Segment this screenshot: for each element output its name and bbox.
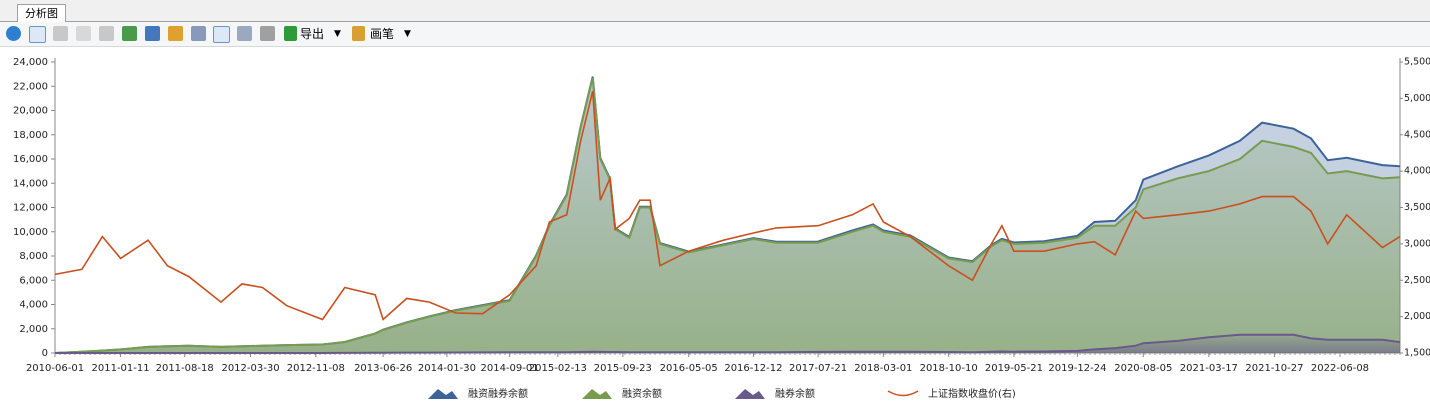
legend-icon xyxy=(887,390,919,397)
legend-label: 融资余额 xyxy=(622,387,662,400)
legend-label: 上证指数收盘价(右) xyxy=(928,387,1016,400)
y-tick-label: 20,000 xyxy=(13,106,48,117)
y-tick-label: 0 xyxy=(42,348,48,359)
tag-button[interactable] xyxy=(168,26,183,41)
y2-tick-label: 3,500 xyxy=(1404,202,1430,213)
y2-tick-label: 4,500 xyxy=(1404,129,1430,140)
export-icon[interactable] xyxy=(284,26,297,41)
x-tick-label: 2014-09-01 xyxy=(481,363,539,374)
table-button[interactable] xyxy=(260,26,275,41)
dropdown-arrow[interactable]: ▼ xyxy=(334,29,341,39)
x-tick-label: 2011-01-11 xyxy=(92,363,150,374)
line xyxy=(54,90,1401,321)
x-tick-label: 2012-11-08 xyxy=(287,363,345,374)
scatter-button[interactable] xyxy=(76,26,91,41)
y-tick-label: 2,000 xyxy=(19,324,48,335)
export-button[interactable]: 导出 xyxy=(300,27,325,41)
legend-icon xyxy=(582,389,612,399)
x-tick-label: 2019-12-24 xyxy=(1048,363,1106,374)
area-line xyxy=(55,333,1401,354)
y2-tick-label: 5,500 xyxy=(1404,57,1430,68)
y-tick-label: 24,000 xyxy=(13,57,48,68)
tab-bar: 分析图 xyxy=(0,0,1430,22)
area-button[interactable] xyxy=(99,26,114,41)
x-tick-label: 2016-12-12 xyxy=(724,363,782,374)
move-button[interactable] xyxy=(145,26,160,41)
y-tick-label: 22,000 xyxy=(13,81,48,92)
x-tick-label: 2012-03-30 xyxy=(221,363,279,374)
legend-icon xyxy=(735,389,765,399)
x-tick-label: 2020-08-05 xyxy=(1114,363,1172,374)
y-tick-label: 4,000 xyxy=(19,300,48,311)
y2-tick-label: 1,500 xyxy=(1404,348,1430,359)
pen-button[interactable]: 画笔 xyxy=(370,27,395,41)
y2-tick-label: 3,000 xyxy=(1404,238,1430,249)
y-tick-label: 8,000 xyxy=(19,251,48,262)
y-tick-label: 16,000 xyxy=(13,154,48,165)
y-tick-label: 6,000 xyxy=(19,275,48,286)
area xyxy=(55,334,1400,353)
legend-button[interactable] xyxy=(213,26,230,43)
dropdown-arrow[interactable]: ▼ xyxy=(404,29,411,39)
column-button[interactable] xyxy=(122,26,137,41)
x-tick-label: 2016-05-05 xyxy=(660,363,718,374)
list-button[interactable] xyxy=(237,26,252,41)
x-tick-label: 2015-09-23 xyxy=(594,363,652,374)
x-tick-label: 2019-05-21 xyxy=(985,363,1043,374)
x-tick-label: 2022-06-08 xyxy=(1311,363,1369,374)
tab[interactable]: 分析图 xyxy=(17,4,66,22)
x-tick-label: 2018-03-01 xyxy=(854,363,912,374)
legend-label: 融资融券余额 xyxy=(468,387,528,400)
y-tick-label: 10,000 xyxy=(13,227,48,238)
legend-icon xyxy=(428,389,458,399)
refresh-button[interactable] xyxy=(6,26,21,41)
y-tick-label: 18,000 xyxy=(13,130,48,141)
x-tick-label: 2017-07-21 xyxy=(789,363,847,374)
y-tick-label: 12,000 xyxy=(13,203,48,214)
y2-tick-label: 4,000 xyxy=(1404,166,1430,177)
toolbar: 导出 ▼ 画笔 ▼ xyxy=(0,22,1430,47)
legend-label: 融券余额 xyxy=(775,387,815,400)
line-button[interactable] xyxy=(29,26,46,43)
area-line xyxy=(54,77,1401,354)
area xyxy=(55,77,1400,354)
y2-tick-label: 2,500 xyxy=(1404,275,1430,286)
x-tick-label: 2021-10-27 xyxy=(1245,363,1303,374)
x-tick-label: 2015-02-13 xyxy=(529,363,587,374)
y-tick-label: 14,000 xyxy=(13,178,48,189)
grid-button[interactable] xyxy=(191,26,206,41)
x-tick-label: 2021-03-17 xyxy=(1180,363,1238,374)
y2-tick-label: 5,000 xyxy=(1404,93,1430,104)
x-tick-label: 2011-08-18 xyxy=(156,363,214,374)
x-tick-label: 2014-01-30 xyxy=(418,363,476,374)
x-tick-label: 2018-10-10 xyxy=(920,363,978,374)
x-tick-label: 2010-06-01 xyxy=(26,363,84,374)
y2-tick-label: 2,000 xyxy=(1404,311,1430,322)
bar-button[interactable] xyxy=(53,26,68,41)
x-tick-label: 2013-06-26 xyxy=(354,363,412,374)
pen-icon[interactable] xyxy=(352,26,365,41)
